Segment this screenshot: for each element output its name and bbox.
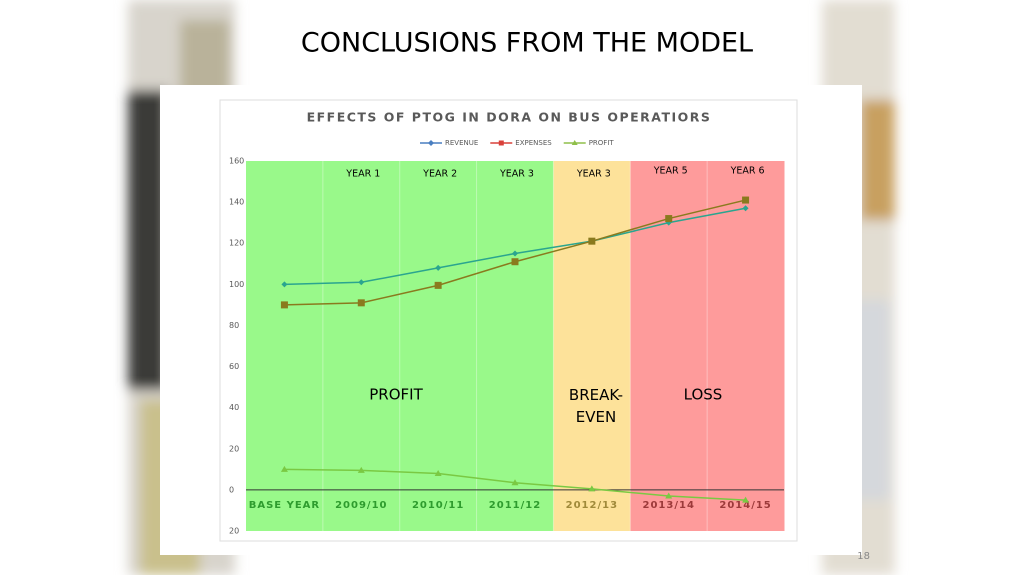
year-label: YEAR 3 bbox=[499, 169, 534, 180]
page-number: 18 bbox=[857, 551, 870, 562]
profit-marker bbox=[434, 469, 442, 476]
revenue-marker bbox=[435, 264, 442, 271]
slide-title: CONCLUSIONS FROM THE MODEL bbox=[301, 28, 753, 59]
zone-annotation: PROFIT bbox=[369, 386, 423, 404]
y-tick-label: 40 bbox=[229, 403, 239, 412]
expense-marker bbox=[357, 299, 365, 307]
y-tick-label: 160 bbox=[229, 157, 244, 166]
zone-band bbox=[322, 161, 401, 531]
year-label: YEAR 5 bbox=[653, 166, 688, 177]
x-tick-label: 2011/12 bbox=[489, 500, 541, 511]
expense-marker bbox=[588, 237, 596, 245]
year-label: YEAR 6 bbox=[730, 166, 765, 177]
year-label: YEAR 1 bbox=[345, 169, 380, 180]
profit-marker bbox=[665, 492, 673, 499]
y-tick-label: 20 bbox=[229, 444, 239, 453]
expense-marker bbox=[280, 301, 288, 309]
profit-marker bbox=[511, 479, 519, 486]
year-label: YEAR 3 bbox=[576, 169, 611, 180]
expense-marker bbox=[511, 258, 519, 266]
annotation-line: EVEN bbox=[576, 408, 616, 426]
x-tick-label: 2010/11 bbox=[412, 500, 464, 511]
y-tick-label: 20 bbox=[229, 527, 239, 536]
x-tick-label: BASE YEAR bbox=[249, 500, 320, 511]
profit-marker bbox=[280, 465, 288, 472]
zone-band bbox=[399, 161, 478, 531]
profit-marker bbox=[357, 466, 365, 473]
y-tick-label: 0 bbox=[229, 485, 234, 494]
zone-band bbox=[553, 161, 631, 531]
chart-title: EFFECTS OF PTOG IN DORA ON BUS OPERATIOR… bbox=[307, 110, 712, 125]
zone-annotation: BREAK- EVEN bbox=[569, 386, 623, 426]
zone-annotation: LOSS bbox=[684, 386, 723, 404]
revenue-marker bbox=[742, 205, 749, 212]
legend-marker bbox=[498, 140, 504, 146]
legend-label: REVENUE bbox=[445, 139, 478, 147]
legend-label: PROFIT bbox=[589, 139, 615, 147]
x-tick-label: 2009/10 bbox=[335, 500, 387, 511]
revenue-marker bbox=[512, 250, 518, 257]
profit-marker bbox=[588, 485, 596, 492]
y-tick-label: 60 bbox=[229, 362, 239, 371]
y-tick-label: 120 bbox=[229, 239, 244, 248]
expense-marker bbox=[434, 281, 442, 289]
zone-band bbox=[476, 161, 554, 531]
legend-label: EXPENSES bbox=[515, 139, 552, 147]
y-tick-label: 80 bbox=[229, 321, 239, 330]
annotation-line: BREAK- bbox=[569, 386, 623, 404]
x-tick-label: 2012/13 bbox=[566, 500, 618, 511]
revenue-marker bbox=[281, 281, 288, 288]
legend-marker bbox=[571, 140, 578, 145]
year-label: YEAR 2 bbox=[422, 169, 457, 180]
y-tick-label: 140 bbox=[229, 198, 244, 207]
y-tick-label: 100 bbox=[229, 280, 244, 289]
zone-band bbox=[246, 161, 324, 531]
profit-marker bbox=[742, 496, 750, 503]
zone-band bbox=[707, 161, 785, 531]
x-tick-label: 2014/15 bbox=[719, 500, 771, 511]
expense-marker bbox=[665, 215, 673, 223]
expense-marker bbox=[742, 196, 750, 204]
x-tick-label: 2013/14 bbox=[643, 500, 695, 511]
legend-marker bbox=[428, 140, 434, 146]
revenue-marker bbox=[358, 279, 365, 286]
